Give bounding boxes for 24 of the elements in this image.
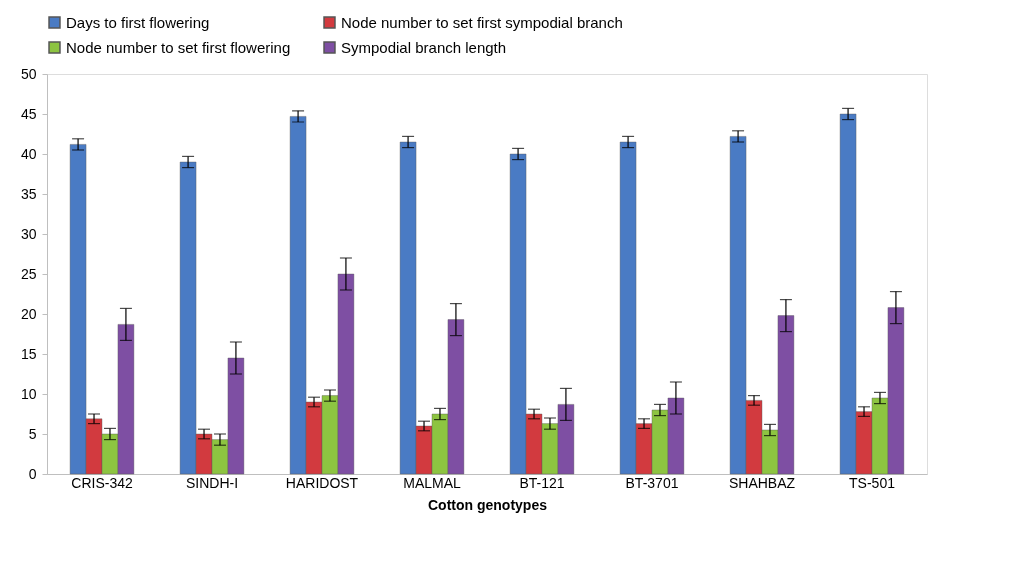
legend-label: Node number to set first sympodial branch (341, 13, 623, 31)
legend-label: Days to first flowering (66, 13, 210, 31)
y-tick-label: 25 (20, 265, 37, 282)
y-tick-label: 30 (20, 225, 37, 242)
y-tick-label: 0 (28, 465, 37, 482)
x-tick-label: HARIDOST (285, 474, 359, 491)
x-tick-label: CRIS-342 (71, 474, 133, 491)
x-tick-label: BT-121 (519, 474, 565, 491)
y-tick-label: 10 (20, 385, 37, 402)
x-tick-label: BT-3701 (625, 474, 679, 491)
y-tick-label: 45 (20, 105, 37, 122)
x-tick-label: SHAHBAZ (728, 474, 796, 491)
y-tick-label: 50 (20, 65, 37, 82)
x-tick-label: TS-501 (849, 474, 896, 491)
legend-label: Sympodial branch length (341, 38, 507, 56)
y-tick-label: 15 (20, 345, 37, 362)
y-tick-label: 20 (20, 305, 37, 322)
x-tick-label: MALMAL (403, 474, 461, 491)
y-tick-label: 40 (20, 145, 37, 162)
legend-label: Node number to set first flowering (66, 38, 291, 56)
y-tick-label: 5 (28, 425, 37, 442)
y-tick-label: 35 (20, 185, 37, 202)
x-tick-label: SINDH-I (185, 474, 239, 491)
x-axis-title: Cotton genotypes (428, 496, 548, 513)
